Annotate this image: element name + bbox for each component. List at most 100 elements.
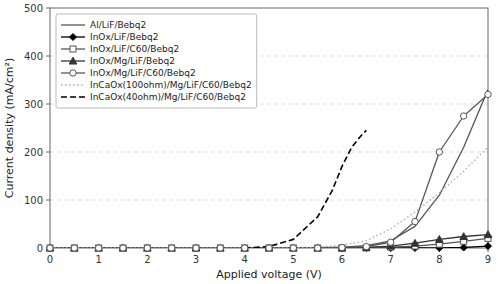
point-marker (266, 245, 273, 252)
point-marker (47, 245, 53, 251)
point-marker (120, 245, 127, 252)
point-marker (339, 245, 346, 252)
y-tick-label: 100 (24, 195, 43, 206)
point-marker (217, 245, 223, 251)
point-marker (71, 245, 77, 251)
x-tick-label: 7 (387, 254, 393, 265)
series-line (50, 90, 488, 248)
legend-swatch (61, 84, 85, 85)
point-marker (290, 244, 298, 251)
legend-label: InCaOx(100ohm)/Mg/LiF/C60/Bebq2 (90, 80, 252, 90)
y-tick-label: 300 (24, 99, 43, 110)
point-marker (436, 236, 444, 243)
grid-line (50, 152, 488, 153)
point-marker (460, 113, 466, 119)
point-marker (411, 239, 419, 246)
point-marker (217, 244, 225, 251)
point-marker (290, 245, 296, 251)
point-marker (266, 245, 272, 251)
legend-box (56, 14, 257, 108)
point-marker (484, 231, 492, 238)
x-tick-label: 9 (485, 254, 491, 265)
point-marker (265, 244, 273, 251)
point-marker (120, 245, 126, 251)
point-marker (193, 245, 200, 252)
legend-label: InOx/Mg/LiF/Bebq2 (90, 56, 175, 66)
point-marker (120, 245, 126, 251)
x-axis-label: Applied voltage (V) (216, 268, 322, 281)
x-tick-label: 5 (290, 254, 296, 265)
y-tick (46, 104, 50, 105)
point-marker (485, 243, 492, 250)
point-marker (193, 245, 199, 251)
x-tick-label: 6 (339, 254, 345, 265)
lines (50, 90, 488, 248)
point-marker (46, 244, 54, 251)
point-marker (315, 245, 321, 251)
series-line (50, 94, 488, 248)
y-tick-label: 200 (24, 147, 43, 158)
point-marker (485, 91, 491, 97)
point-marker (47, 245, 54, 252)
point-marker (242, 245, 248, 251)
y-tick-label: 400 (24, 51, 43, 62)
point-marker (71, 244, 79, 251)
series-line (245, 130, 367, 248)
point-marker (338, 244, 346, 251)
point-marker (217, 245, 223, 251)
point-marker (71, 245, 77, 251)
point-marker (192, 244, 200, 251)
legend-swatch (61, 24, 85, 25)
legend-marker (70, 70, 76, 76)
point-marker (217, 245, 224, 252)
point-marker (119, 244, 127, 251)
y-tick (46, 200, 50, 201)
point-marker (241, 245, 248, 252)
point-marker (144, 245, 150, 251)
point-marker (387, 239, 393, 245)
y-tick (46, 56, 50, 57)
point-marker (95, 245, 101, 251)
legend-label: InOx/Mg/LiF/C60/Bebq2 (90, 68, 196, 78)
point-marker (339, 245, 345, 251)
x-tick-label: 1 (95, 254, 101, 265)
y-axis-label: Current density (mA/cm²) (3, 58, 16, 198)
grid (50, 56, 488, 200)
point-marker (436, 149, 442, 155)
point-marker (460, 233, 468, 240)
point-marker (290, 245, 296, 251)
y-tick-label: 500 (24, 3, 43, 14)
legend-label: InCaOx(40ohm)/Mg/LiF/C60/Bebq2 (90, 92, 246, 102)
legend-label: Al/LiF/Bebq2 (90, 20, 146, 30)
point-marker (314, 245, 321, 252)
point-marker (71, 245, 78, 252)
point-marker (95, 245, 102, 252)
axes: 01234567890100200300400500 (24, 3, 491, 266)
point-marker (363, 243, 369, 249)
legend-marker (70, 34, 77, 41)
point-marker (266, 245, 272, 251)
point-marker (241, 245, 247, 251)
point-marker (47, 245, 53, 251)
point-marker (314, 244, 322, 251)
chart: 01234567890100200300400500Applied voltag… (0, 0, 498, 284)
x-tick-label: 2 (144, 254, 150, 265)
legend-marker (69, 57, 77, 64)
point-marker (144, 245, 151, 252)
y-tick (46, 152, 50, 153)
legend-label: InOx/LiF/Bebq2 (90, 32, 158, 42)
point-marker (314, 245, 320, 251)
point-marker (290, 245, 297, 252)
plot-frame (50, 8, 488, 248)
point-marker (412, 218, 418, 224)
point-marker (168, 245, 175, 252)
point-marker (168, 244, 176, 251)
point-marker (144, 244, 152, 251)
legend-marker (70, 46, 76, 52)
y-tick (46, 8, 50, 9)
markers (46, 91, 492, 251)
point-marker (460, 244, 467, 251)
point-marker (144, 245, 150, 251)
x-tick-label: 8 (436, 254, 442, 265)
x-tick-label: 0 (47, 254, 53, 265)
